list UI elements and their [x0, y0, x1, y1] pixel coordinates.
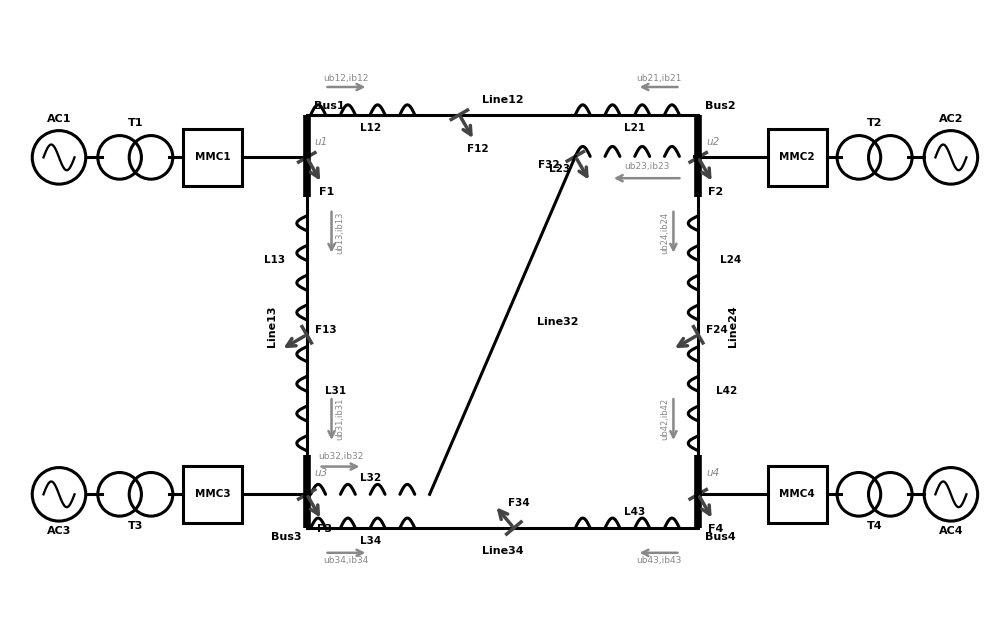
Text: AC1: AC1 [47, 114, 71, 124]
Text: F32: F32 [538, 160, 559, 171]
Text: ub21,ib21: ub21,ib21 [636, 74, 681, 83]
Text: MMC1: MMC1 [195, 153, 230, 163]
Text: F2: F2 [708, 187, 723, 197]
Text: T1: T1 [128, 117, 143, 128]
Text: F12: F12 [467, 145, 489, 154]
Text: AC4: AC4 [939, 526, 963, 536]
Text: L21: L21 [624, 122, 645, 133]
Text: u4: u4 [706, 468, 719, 478]
Text: T4: T4 [867, 521, 882, 531]
Text: ub12,ib12: ub12,ib12 [324, 74, 369, 83]
Bar [768, 465, 827, 523]
Text: F34: F34 [508, 498, 530, 508]
Bar [183, 129, 242, 186]
Text: F24: F24 [706, 325, 728, 335]
Text: L43: L43 [624, 507, 645, 517]
Text: F3: F3 [317, 524, 332, 534]
Text: MMC3: MMC3 [195, 489, 230, 499]
Text: L34: L34 [360, 536, 381, 546]
Text: L32: L32 [360, 473, 381, 483]
Bar [768, 129, 827, 186]
Text: F4: F4 [708, 524, 723, 534]
Text: u3: u3 [315, 468, 328, 478]
Text: u1: u1 [315, 137, 328, 148]
Text: Line12: Line12 [482, 95, 523, 105]
Text: AC2: AC2 [939, 114, 963, 124]
Text: L13: L13 [264, 255, 285, 266]
Text: MMC4: MMC4 [779, 489, 815, 499]
Text: MMC2: MMC2 [779, 153, 815, 163]
Text: T3: T3 [128, 521, 143, 531]
Text: ub43,ib43: ub43,ib43 [636, 556, 681, 565]
Text: Bus3: Bus3 [271, 532, 302, 542]
Text: ub32,ib32: ub32,ib32 [318, 452, 363, 460]
Text: u2: u2 [706, 137, 719, 148]
Text: AC3: AC3 [47, 526, 71, 536]
Text: ub24,ib24: ub24,ib24 [660, 211, 669, 254]
Text: Bus2: Bus2 [705, 101, 736, 111]
Text: Line32: Line32 [537, 318, 579, 328]
Text: Bus1: Bus1 [314, 101, 344, 111]
Text: ub23,ib23: ub23,ib23 [624, 163, 669, 171]
Text: F13: F13 [315, 325, 336, 335]
Text: L23: L23 [549, 164, 570, 174]
Text: ub42,ib42: ub42,ib42 [660, 398, 669, 440]
Text: L24: L24 [720, 255, 741, 266]
Bar [183, 465, 242, 523]
Text: F1: F1 [319, 187, 334, 197]
Text: T2: T2 [867, 117, 882, 128]
Text: Bus4: Bus4 [705, 532, 736, 542]
Text: ub13,ib13: ub13,ib13 [335, 211, 344, 254]
Text: L42: L42 [716, 386, 737, 396]
Text: Line24: Line24 [728, 305, 738, 347]
Text: ub31,ib31: ub31,ib31 [335, 398, 344, 440]
Text: ub34,ib34: ub34,ib34 [324, 556, 369, 565]
Text: L12: L12 [360, 122, 381, 133]
Text: Line34: Line34 [482, 546, 523, 556]
Text: L31: L31 [325, 386, 346, 396]
Text: Line13: Line13 [267, 305, 277, 347]
